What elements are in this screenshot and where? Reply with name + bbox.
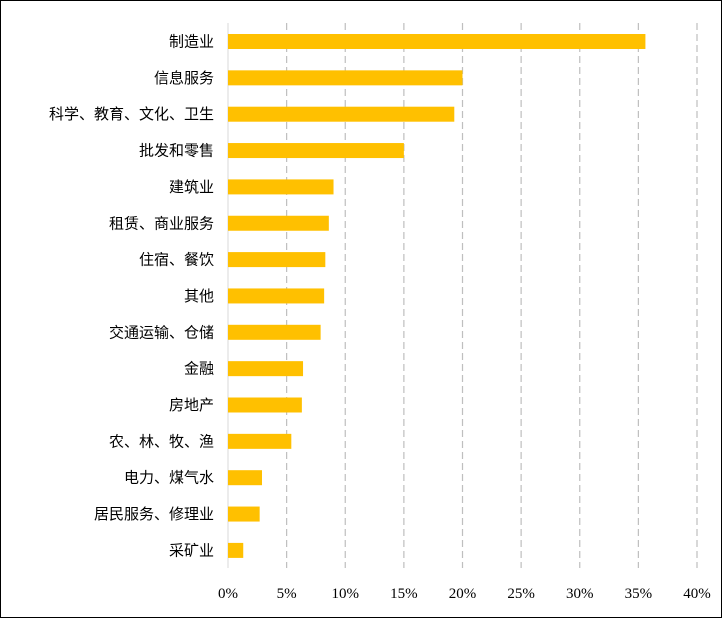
- bar-2: [228, 106, 455, 122]
- category-label-12: 电力、煤气水: [124, 469, 214, 487]
- category-label-7: 其他: [184, 287, 214, 305]
- category-labels: 制造业信息服务科学、教育、文化、卫生批发和零售建筑业租赁、商业服务住宿、餐饮其他…: [49, 33, 214, 560]
- bar-3: [228, 143, 404, 159]
- category-label-14: 采矿业: [169, 541, 214, 559]
- x-tick-label-0: 0%: [218, 586, 238, 602]
- category-label-10: 房地产: [169, 396, 214, 414]
- gridlines: [286, 23, 698, 568]
- x-tick-label-8: 40%: [683, 586, 711, 602]
- bar-1: [228, 70, 463, 86]
- bar-10: [228, 397, 302, 413]
- x-tick-labels: 0% 5% 10% 15% 20% 25% 30% 35% 40%: [218, 586, 711, 602]
- bar-9: [228, 361, 304, 377]
- bar-8: [228, 324, 321, 340]
- bars: [228, 34, 646, 558]
- bar-5: [228, 215, 329, 231]
- category-label-5: 租赁、商业服务: [109, 214, 214, 232]
- category-label-9: 金融: [184, 360, 214, 378]
- category-label-2: 科学、教育、文化、卫生: [49, 105, 214, 123]
- x-tick-label-2: 10%: [332, 586, 360, 602]
- bar-11: [228, 433, 292, 449]
- category-label-3: 批发和零售: [139, 142, 214, 160]
- bar-4: [228, 179, 334, 195]
- category-label-6: 住宿、餐饮: [139, 251, 214, 269]
- bar-14: [228, 542, 244, 558]
- x-tick-label-5: 25%: [507, 586, 535, 602]
- bar-7: [228, 288, 325, 304]
- category-label-13: 居民服务、修理业: [94, 505, 214, 523]
- bar-6: [228, 252, 326, 268]
- category-label-11: 农、林、牧、渔: [109, 432, 214, 450]
- category-label-4: 建筑业: [169, 178, 214, 196]
- category-label-0: 制造业: [169, 33, 214, 51]
- x-tick-label-7: 35%: [625, 586, 653, 602]
- category-label-8: 交通运输、仓储: [109, 323, 214, 341]
- category-label-1: 信息服务: [154, 69, 214, 87]
- x-tick-label-1: 5%: [277, 586, 297, 602]
- bar-12: [228, 470, 263, 486]
- x-tick-label-4: 20%: [449, 586, 477, 602]
- x-tick-label-3: 15%: [390, 586, 418, 602]
- bar-13: [228, 506, 260, 522]
- bar-0: [228, 34, 646, 49]
- x-tick-label-6: 30%: [566, 586, 594, 602]
